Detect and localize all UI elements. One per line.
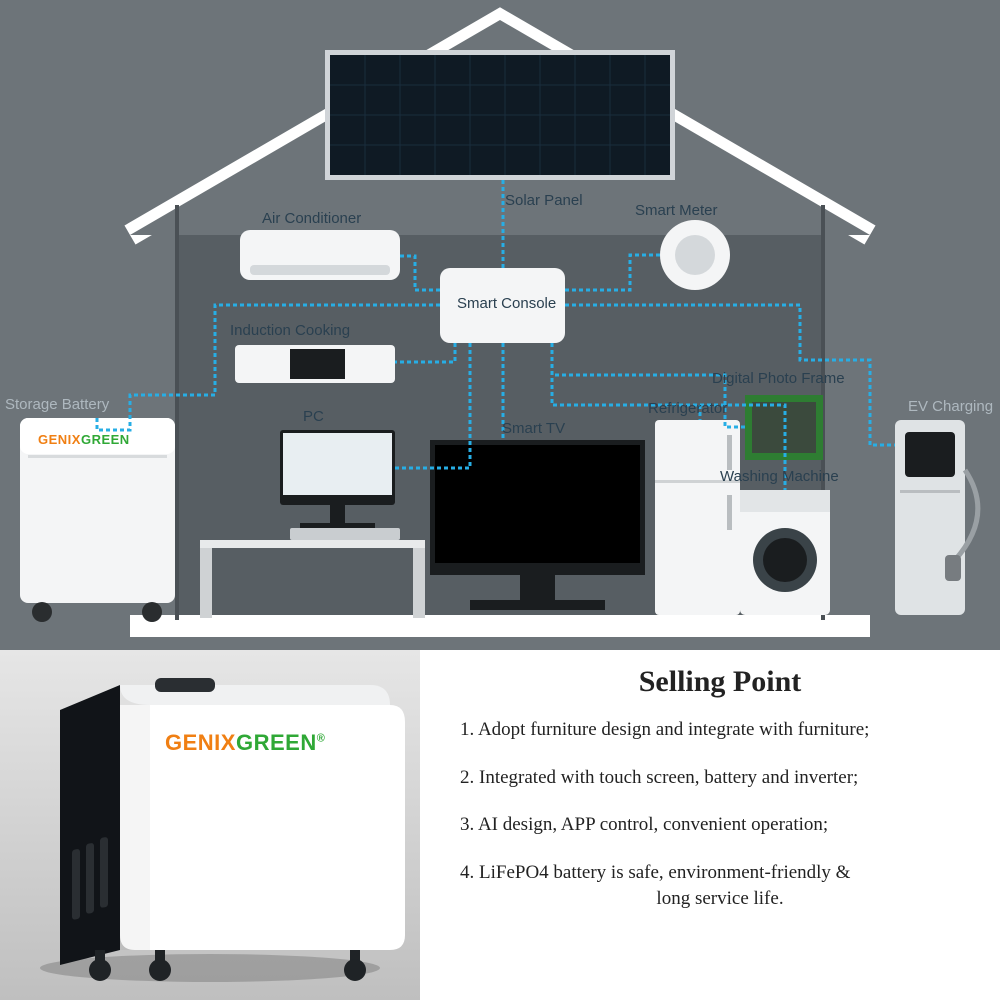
- washing-machine-icon: [740, 490, 830, 615]
- smart-meter-icon: [660, 220, 730, 290]
- selling-point-1: 1. Adopt furniture design and integrate …: [460, 717, 980, 743]
- label-storage-battery: Storage Battery: [5, 396, 109, 413]
- label-solar-panel: Solar Panel: [505, 192, 583, 209]
- air-conditioner-icon: [240, 230, 400, 280]
- brand-on-product: GENIXGREEN®: [165, 730, 325, 756]
- label-induction-cooking: Induction Cooking: [230, 322, 350, 339]
- label-ev-charging: EV Charging: [908, 398, 993, 415]
- label-pc: PC: [303, 408, 324, 425]
- label-smart-tv: Smart TV: [502, 420, 565, 437]
- refrigerator-icon: [655, 420, 740, 615]
- selling-point-4: 4. LiFePO4 battery is safe, environment-…: [460, 860, 980, 911]
- label-smart-console: Smart Console: [457, 295, 556, 312]
- label-smart-meter: Smart Meter: [635, 202, 718, 219]
- product-render: GENIXGREEN®: [0, 650, 420, 1000]
- label-washing-machine: Washing Machine: [720, 468, 839, 485]
- bottom-panel: GENIXGREEN® Selling Point 1. Adopt furni…: [0, 650, 1000, 1000]
- brand-on-battery: GENIXGREEN: [38, 432, 130, 447]
- induction-cooking-icon: [235, 345, 395, 383]
- selling-point-3: 3. AI design, APP control, convenient op…: [460, 812, 980, 838]
- label-digital-photo-frame: Digital Photo Frame: [712, 370, 845, 387]
- storage-battery-icon: [20, 418, 175, 622]
- label-refrigerator: Refrigerator: [648, 400, 727, 417]
- diagram-svg: [0, 0, 1000, 650]
- product-svg: [0, 650, 420, 1000]
- selling-title: Selling Point: [460, 665, 980, 699]
- selling-point-2: 2. Integrated with touch screen, battery…: [460, 765, 980, 791]
- label-air-conditioner: Air Conditioner: [262, 210, 361, 227]
- solar-panel-icon: [325, 50, 675, 180]
- smart-home-diagram: Solar Panel Air Conditioner Smart Meter …: [0, 0, 1000, 650]
- selling-points: Selling Point 1. Adopt furniture design …: [420, 650, 1000, 1000]
